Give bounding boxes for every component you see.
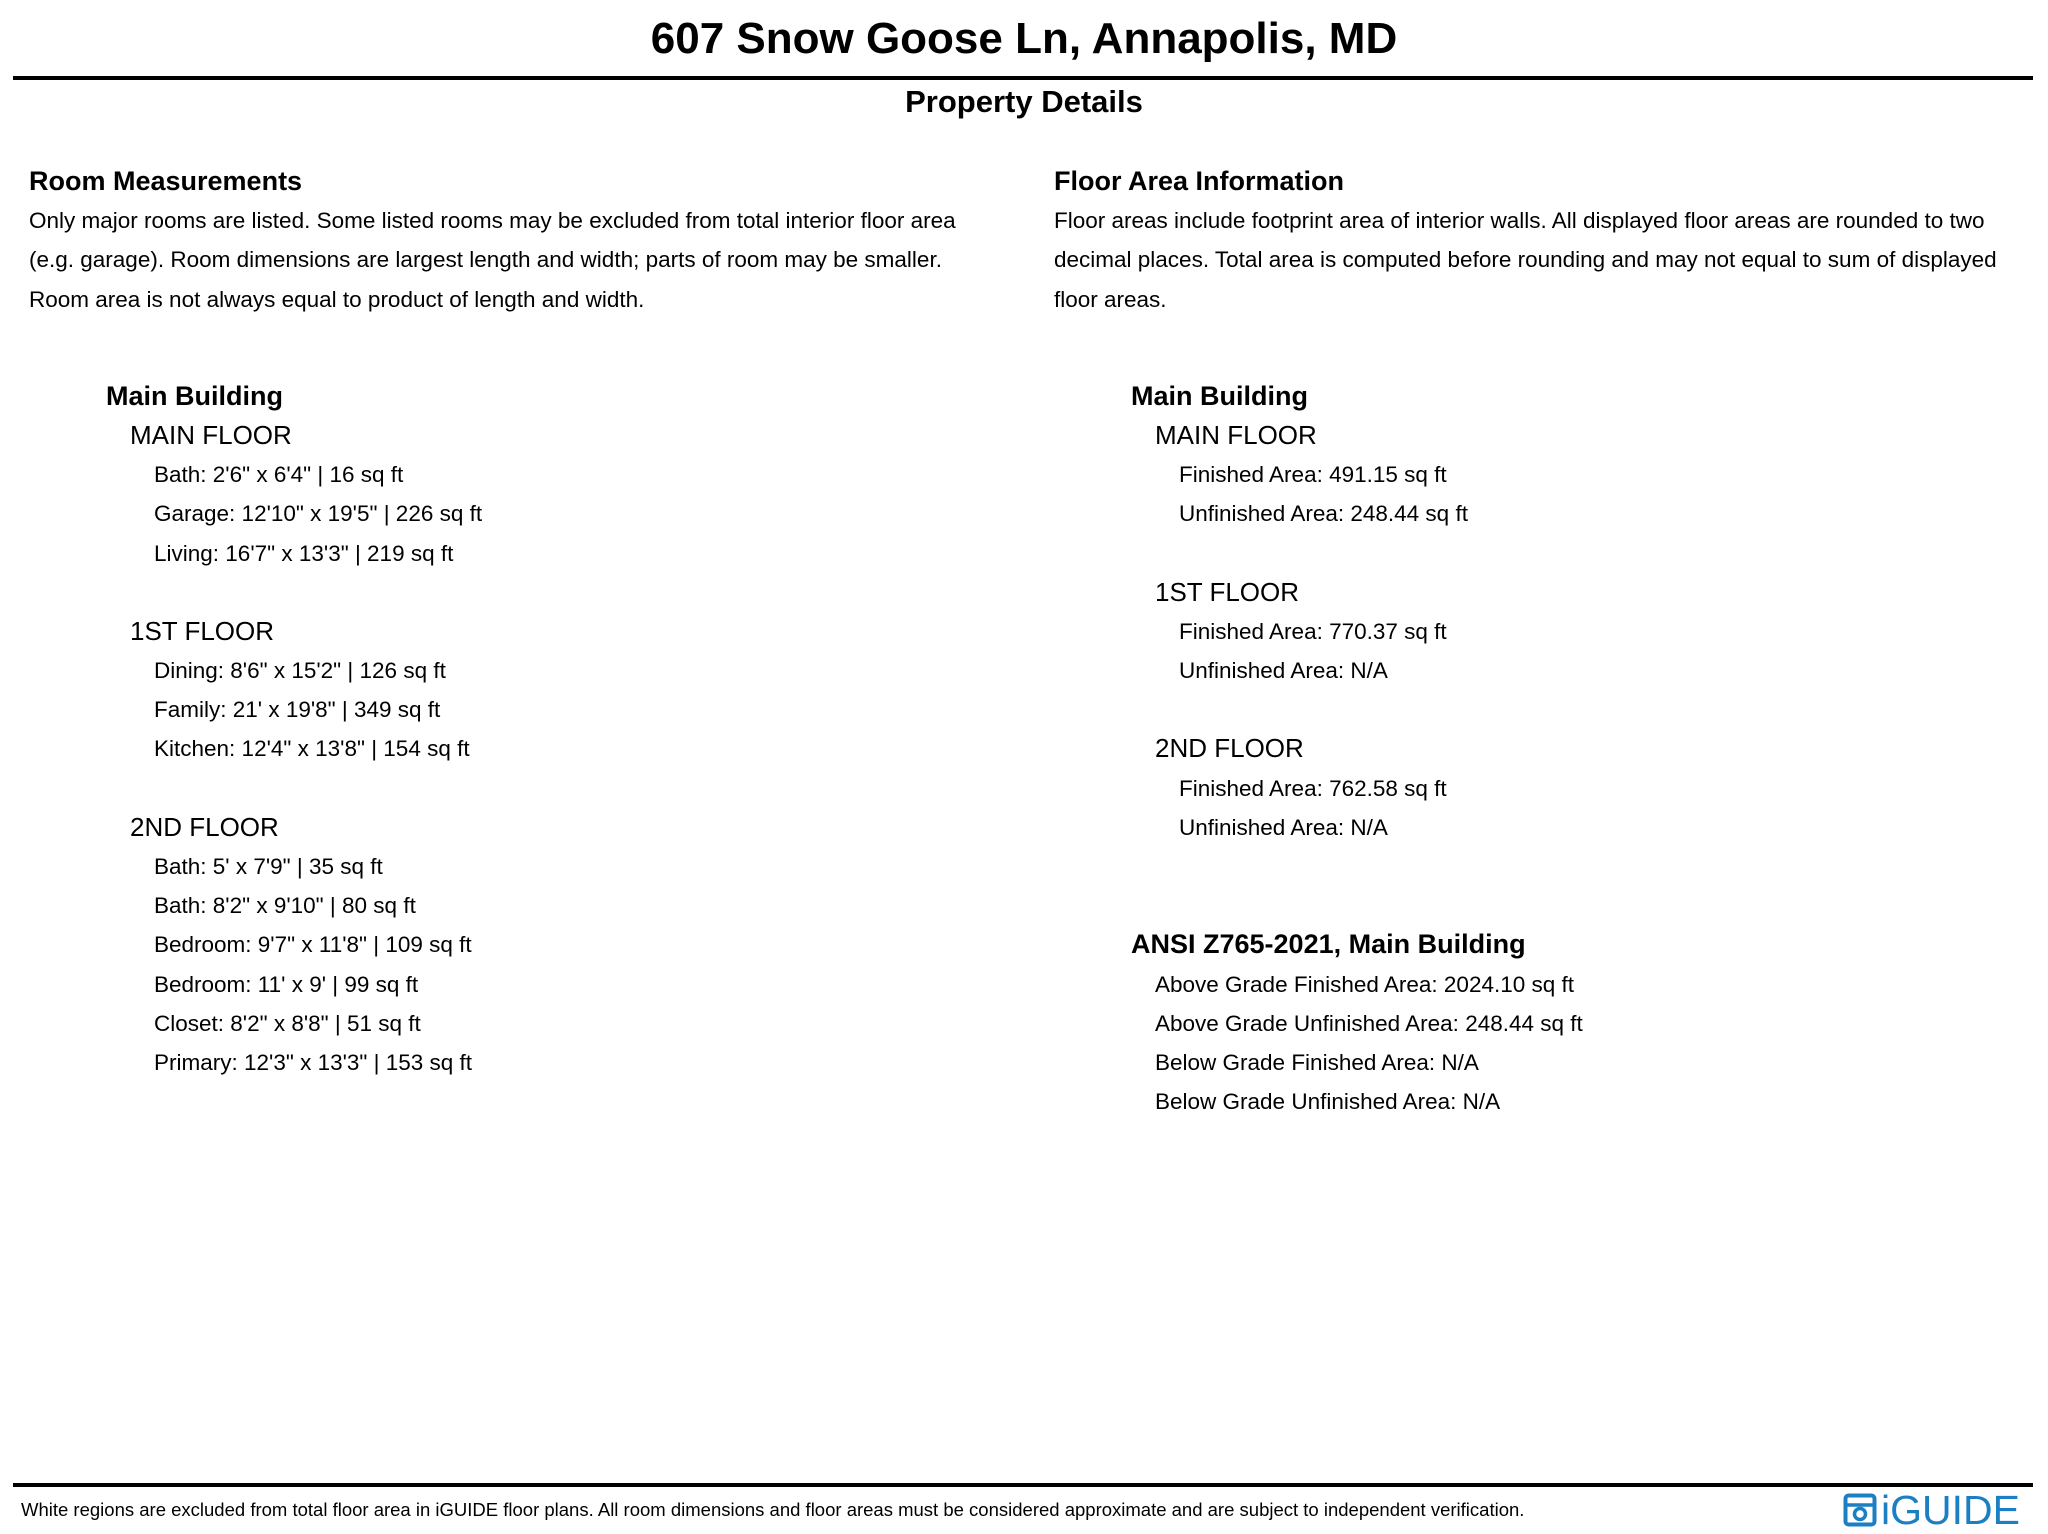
section-heading: Room Measurements (29, 166, 303, 196)
floor-label: MAIN FLOOR (130, 419, 292, 450)
description-line: (e.g. garage). Room dimensions are large… (29, 247, 942, 273)
room-measurements-section: Room Measurements Only major rooms are l… (29, 162, 1039, 1082)
room-item: Living: 16'7" x 13'3" | 219 sq ft (154, 540, 454, 566)
room-item: Garage: 12'10" x 19'5" | 226 sq ft (154, 501, 483, 527)
room-item: Bedroom: 9'7" x 11'8" | 109 sq ft (154, 932, 472, 958)
room-item: Family: 21' x 19'8" | 349 sq ft (154, 697, 441, 723)
ansi-heading: ANSI Z765-2021, Main Building (1131, 929, 1526, 960)
ansi-item: Below Grade Finished Area: N/A (1155, 1049, 1479, 1075)
ansi-item: Above Grade Finished Area: 2024.10 sq ft (1155, 971, 1575, 997)
room-item: Bath: 5' x 7'9" | 35 sq ft (154, 854, 383, 879)
floor-label: MAIN FLOOR (1155, 419, 1317, 450)
description-line: decimal places. Total area is computed b… (1054, 247, 1997, 273)
floor-area-section: Floor Area Information Floor areas inclu… (1054, 162, 2044, 1121)
room-item: Bath: 8'2" x 9'10" | 80 sq ft (154, 893, 416, 919)
floor-area-tree: Main Building MAIN FLOOR Finished Area: … (1054, 377, 2044, 1122)
page-subtitle: Property Details (905, 84, 1143, 119)
floor-label: 1ST FLOOR (130, 615, 275, 646)
area-item: Finished Area: 491.15 sq ft (1179, 462, 1447, 488)
description-line: Only major rooms are listed. Some listed… (29, 208, 956, 234)
logo-text: iGUIDE (1881, 1487, 2020, 1533)
footer-divider (13, 1483, 2033, 1487)
area-item: Unfinished Area: N/A (1179, 814, 1388, 840)
area-item: Finished Area: 762.58 sq ft (1179, 775, 1447, 801)
iguide-logo: iGUIDE (1843, 1489, 2020, 1531)
area-item: Finished Area: 770.37 sq ft (1179, 618, 1447, 644)
floor-label: 1ST FLOOR (1155, 576, 1300, 607)
ansi-item: Below Grade Unfinished Area: N/A (1155, 1089, 1501, 1115)
description-line: Room area is not always equal to product… (29, 286, 645, 312)
room-item: Closet: 8'2" x 8'8" | 51 sq ft (154, 1010, 421, 1036)
floor-label: 2ND FLOOR (1155, 733, 1304, 764)
room-tree: Main Building MAIN FLOOR Bath: 2'6" x 6'… (29, 377, 1039, 1082)
page-title: 607 Snow Goose Ln, Annapolis, MD (650, 14, 1398, 63)
room-item: Dining: 8'6" x 15'2" | 126 sq ft (154, 658, 446, 684)
description-line: floor areas. (1054, 286, 1167, 312)
room-item: Bedroom: 11' x 9' | 99 sq ft (154, 971, 419, 997)
room-item: Primary: 12'3" x 13'3" | 153 sq ft (154, 1049, 473, 1075)
area-item: Unfinished Area: 248.44 sq ft (1179, 501, 1468, 527)
floor-label: 2ND FLOOR (130, 811, 279, 842)
room-item: Bath: 2'6" x 6'4" | 16 sq ft (154, 462, 404, 488)
footer-disclaimer: White regions are excluded from total fl… (21, 1499, 1525, 1520)
section-description: Floor areas include footprint area of in… (1054, 201, 2044, 319)
header-divider (13, 76, 2033, 80)
ansi-item: Above Grade Unfinished Area: 248.44 sq f… (1155, 1010, 1583, 1036)
building-heading: Main Building (106, 380, 283, 411)
section-heading: Floor Area Information (1054, 166, 1345, 196)
description-line: Floor areas include footprint area of in… (1054, 208, 1985, 234)
building-heading: Main Building (1131, 380, 1308, 411)
room-item: Kitchen: 12'4" x 13'8" | 154 sq ft (154, 736, 470, 762)
camera-icon (1843, 1493, 1877, 1527)
area-item: Unfinished Area: N/A (1179, 658, 1388, 684)
section-description: Only major rooms are listed. Some listed… (29, 201, 1039, 319)
